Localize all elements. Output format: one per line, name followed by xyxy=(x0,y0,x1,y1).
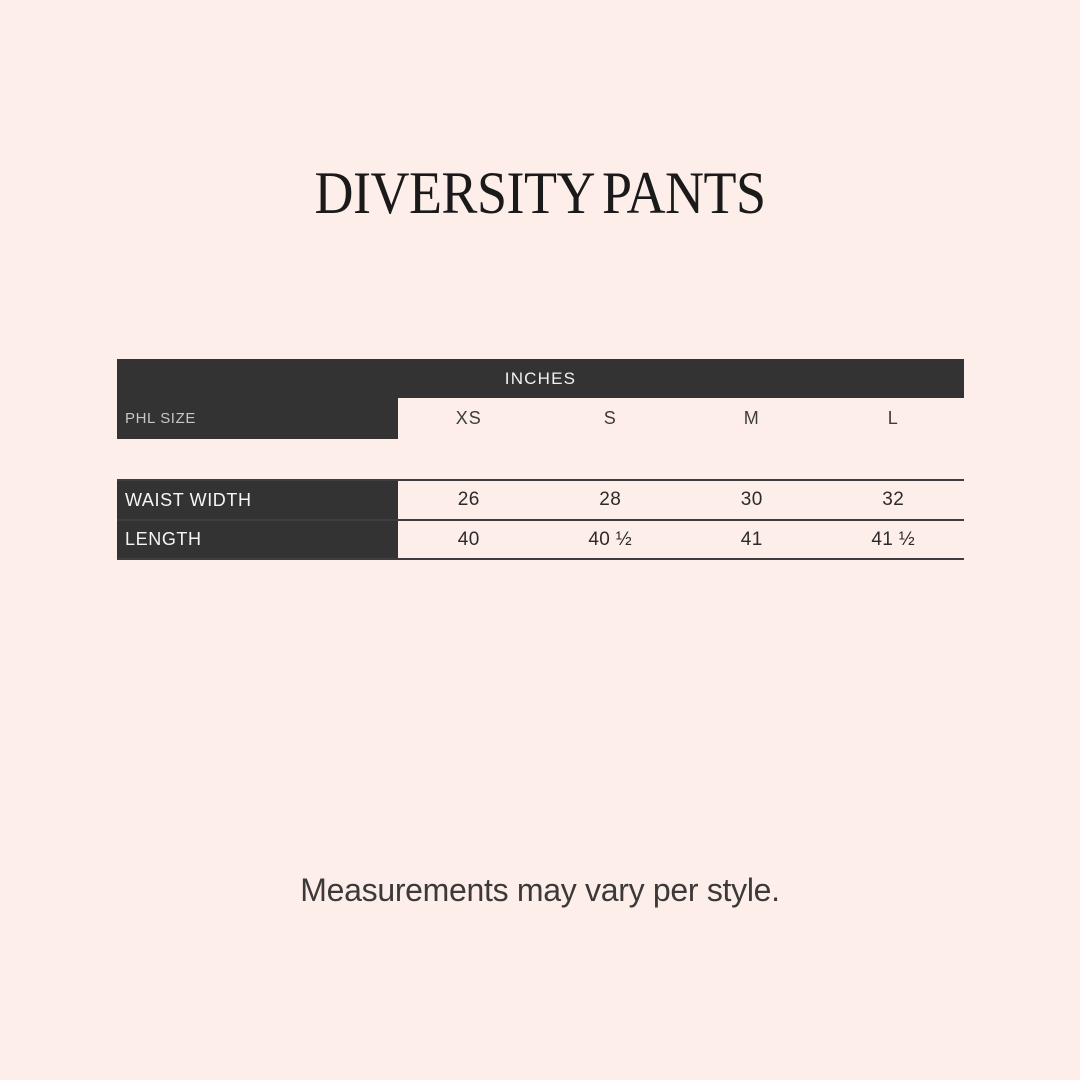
length-m: 41 xyxy=(740,528,763,550)
length-s: 40 ½ xyxy=(588,528,633,550)
waist-width-label: WAIST WIDTH xyxy=(125,489,252,510)
units-header-row: INCHES xyxy=(117,359,964,398)
row-label-cell: WAIST WIDTH xyxy=(117,481,398,519)
waist-width-l: 32 xyxy=(882,489,905,510)
row-values: 40 40 ½ 41 41 ½ xyxy=(398,521,964,558)
size-header-s: S xyxy=(603,408,617,428)
row-label-cell: LENGTH xyxy=(117,521,398,558)
size-header-l: L xyxy=(887,408,899,428)
length-xs: 40 xyxy=(457,528,480,550)
table-body: WAIST WIDTH 26 28 30 32 LENGTH 40 40 ½ 4… xyxy=(117,479,964,560)
waist-width-m: 30 xyxy=(740,489,763,510)
waist-width-xs: 26 xyxy=(457,489,480,510)
waist-width-s: 28 xyxy=(599,489,622,510)
table-row-length: LENGTH 40 40 ½ 41 41 ½ xyxy=(117,521,964,560)
length-label: LENGTH xyxy=(125,529,202,549)
phl-size-label: PHL SIZE xyxy=(125,410,196,427)
page-title: DIVERSITY PANTS xyxy=(314,159,766,227)
size-label-cell: PHL SIZE xyxy=(117,398,398,439)
table-gap xyxy=(117,439,964,479)
length-l: 41 ½ xyxy=(871,528,916,550)
size-header-m: M xyxy=(743,408,760,428)
units-header-label: INCHES xyxy=(504,368,577,388)
footnote: Measurements may vary per style. xyxy=(300,872,780,908)
table-row-waist-width: WAIST WIDTH 26 28 30 32 xyxy=(117,481,964,521)
row-values: 26 28 30 32 xyxy=(398,481,964,519)
size-header-xs: XS xyxy=(455,408,482,428)
size-header-columns: XS S M L xyxy=(398,398,964,439)
size-table: INCHES PHL SIZE XS S M L WAIST WIDTH 26 xyxy=(117,359,964,560)
size-header-row: PHL SIZE XS S M L xyxy=(117,398,964,439)
